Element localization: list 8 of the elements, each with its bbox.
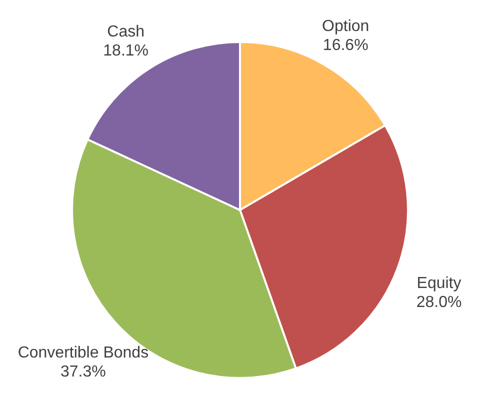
data-label: 16.6% — [322, 37, 368, 54]
slice-label: Option — [322, 18, 370, 36]
data-label: 18.1% — [103, 42, 149, 60]
data-label: 37.3% — [60, 364, 106, 381]
data-label: 28.0% — [416, 294, 462, 312]
slice-label: Convertible Bonds — [18, 344, 149, 362]
slice-label: Equity — [416, 275, 462, 292]
slice-label: Cash — [107, 23, 145, 40]
